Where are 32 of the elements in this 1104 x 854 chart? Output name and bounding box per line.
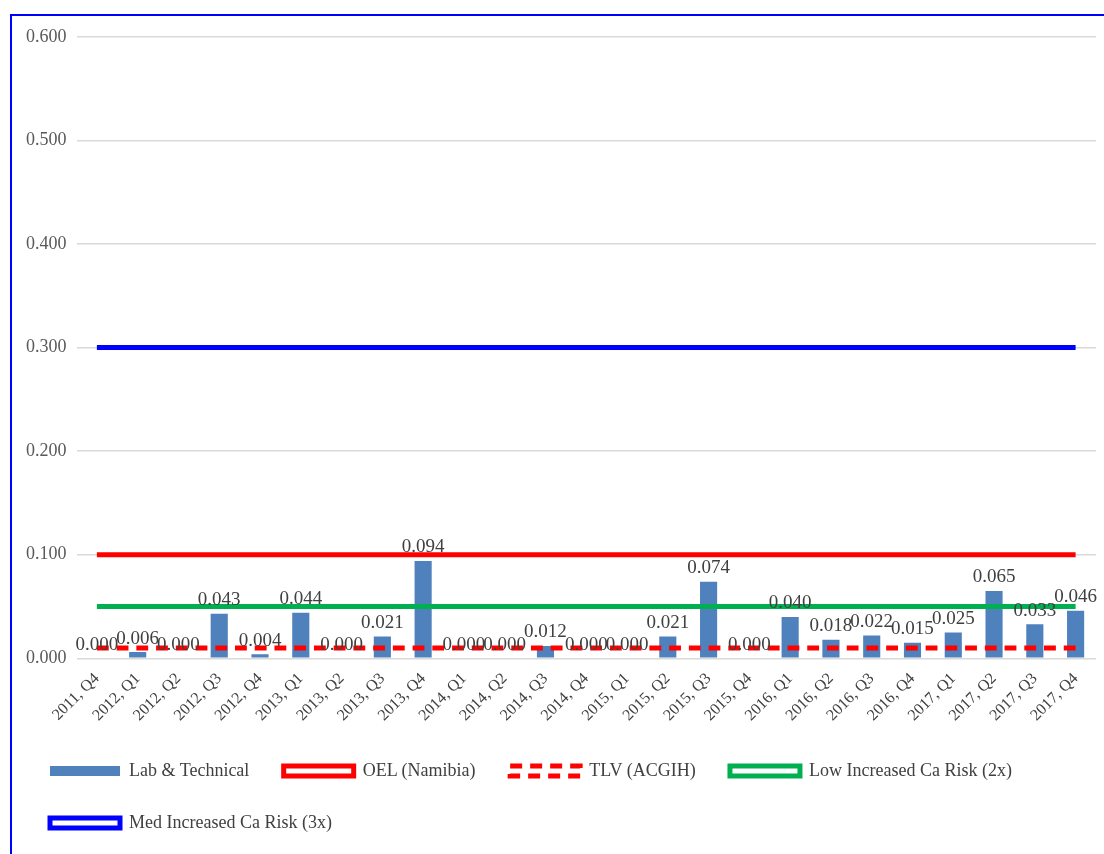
data-label: 0.074 — [687, 556, 731, 578]
y-tick-label: 0.000 — [26, 647, 67, 668]
bar — [210, 613, 228, 658]
data-label: 0.000 — [442, 632, 486, 654]
data-label: 0.094 — [401, 535, 446, 557]
y-tick-label: 0.200 — [26, 439, 67, 460]
data-label: 0.021 — [360, 611, 404, 633]
legend-label: TLV (ACGIH) — [589, 759, 696, 781]
data-label: 0.044 — [279, 587, 323, 609]
data-label: 0.000 — [605, 632, 649, 654]
legend-label: OEL (Namibia) — [362, 759, 476, 781]
y-tick-label: 0.100 — [26, 543, 67, 564]
y-tick-label: 0.500 — [26, 129, 67, 150]
bar — [781, 616, 799, 658]
legend-label: Low Increased Ca Risk (2x) — [808, 759, 1012, 781]
data-label: 0.012 — [524, 620, 567, 642]
y-tick-label: 0.600 — [26, 25, 67, 46]
bar — [251, 654, 269, 658]
y-tick-label: 0.400 — [26, 232, 67, 253]
y-tick-label: 0.300 — [26, 336, 67, 357]
legend-label: Med Increased Ca Risk (3x) — [129, 811, 332, 833]
data-label: 0.021 — [646, 611, 690, 633]
data-label: 0.065 — [972, 565, 1016, 587]
bar — [414, 560, 432, 658]
bar — [1026, 624, 1044, 658]
data-label: 0.043 — [197, 588, 241, 610]
data-label: 0.046 — [1054, 585, 1097, 607]
bar — [1067, 610, 1085, 658]
bar — [129, 652, 147, 658]
data-label: 0.004 — [238, 628, 282, 650]
bar — [292, 612, 310, 658]
legend-label: Lab & Technical — [129, 759, 250, 780]
